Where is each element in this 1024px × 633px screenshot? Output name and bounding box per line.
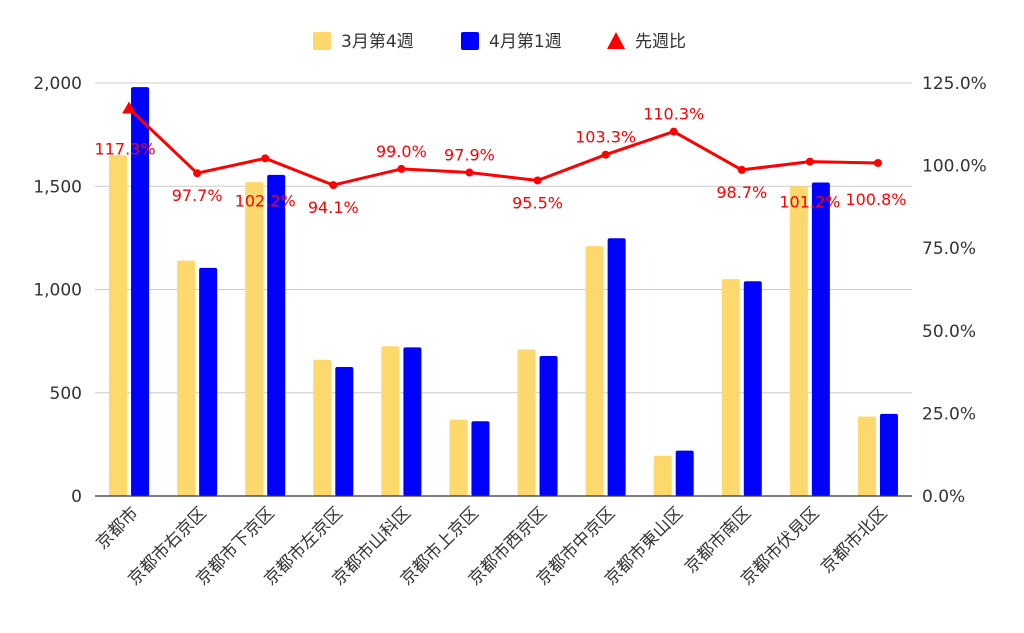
ratio-marker — [533, 176, 542, 185]
x-category-label: 京都市北区 — [817, 503, 891, 577]
ratio-marker — [122, 101, 137, 114]
legend-swatch — [607, 32, 625, 49]
x-category-label: 京都市 — [92, 503, 142, 553]
legend-item[interactable]: 4月第1週 — [461, 32, 562, 52]
ratio-marker — [193, 169, 202, 178]
ratio-data-label: 103.3% — [575, 128, 636, 147]
bar-4月第1週 — [199, 267, 218, 496]
legend-swatch — [313, 32, 331, 50]
bar-4月第1週 — [879, 413, 898, 496]
ratio-line — [122, 101, 882, 190]
y-left-tick-label: 500 — [50, 384, 82, 404]
y-right-tick-label: 100.0% — [922, 157, 987, 177]
legend-label: 先週比 — [635, 32, 686, 52]
legend[interactable]: 3月第4週 4月第1週 先週比 — [313, 32, 686, 52]
bar-4月第1週 — [335, 366, 354, 496]
ratio-marker — [329, 181, 338, 190]
ratio-data-label: 95.5% — [512, 193, 563, 212]
x-category-label: 京都市南区 — [681, 503, 755, 577]
ratio-data-label: 100.8% — [845, 190, 906, 209]
legend-swatch — [461, 32, 479, 50]
legend-label: 3月第4週 — [341, 32, 414, 52]
y-right-tick-label: 0.0% — [922, 487, 965, 507]
legend-item[interactable]: 3月第4週 — [313, 32, 414, 52]
bar-4月第1週 — [403, 347, 422, 496]
bar-3月第4週 — [721, 279, 740, 496]
bar-4月第1週 — [743, 281, 762, 496]
bar-4月第1週 — [267, 174, 286, 496]
y-right-tick-label: 125.0% — [922, 74, 987, 94]
ratio-data-label: 98.7% — [716, 183, 767, 202]
y-left-tick-label: 1,500 — [33, 177, 82, 197]
ratio-marker — [397, 164, 406, 173]
ratio-data-label: 117.3% — [95, 139, 156, 158]
y-right-tick-label: 50.0% — [922, 322, 976, 342]
ratio-data-label: 94.1% — [308, 198, 359, 217]
ratio-marker — [873, 158, 882, 167]
bar-3月第4週 — [245, 182, 264, 496]
ratio-data-label: 101.2% — [779, 193, 840, 212]
bar-4月第1週 — [607, 238, 626, 496]
data-labels: 117.3% 97.7% 102.2% 94.1% 99.0% 97.9% 95.5% 103… — [95, 105, 907, 218]
ratio-data-label: 110.3% — [643, 105, 704, 124]
ratio-marker — [465, 168, 474, 177]
bar-4月第1週 — [675, 450, 694, 496]
ratio-marker — [737, 165, 746, 174]
y-left-tick-label: 2,000 — [33, 74, 82, 94]
bar-3月第4週 — [381, 346, 400, 496]
bar-3月第4週 — [585, 246, 604, 496]
ratio-polyline — [128, 107, 878, 187]
bar-3月第4週 — [177, 260, 196, 496]
ratio-data-label: 97.9% — [444, 146, 495, 165]
ratio-data-label: 99.0% — [376, 142, 427, 161]
y-right-tick-label: 75.0% — [922, 239, 976, 259]
ratio-marker — [601, 150, 610, 159]
ratio-marker — [261, 154, 270, 163]
bar-4月第1週 — [539, 355, 558, 496]
bar-4月第1週 — [131, 87, 150, 496]
bar-3月第4週 — [517, 349, 536, 496]
bar-3月第4週 — [653, 455, 672, 496]
legend-item[interactable]: 先週比 — [607, 32, 686, 52]
y-right-tick-label: 25.0% — [922, 404, 976, 424]
ratio-data-label: 97.7% — [172, 186, 223, 205]
bar-4月第1週 — [471, 421, 490, 496]
y-left-tick-label: 0 — [71, 487, 82, 507]
bar-3月第4週 — [449, 419, 468, 496]
bar-4月第1週 — [811, 182, 830, 496]
axes: 0 500 1,000 1,500 2,000 0.0% 25.0% 50.0% 75.0% 10… — [33, 74, 987, 590]
ratio-marker — [669, 127, 678, 136]
bars — [109, 87, 898, 496]
y-left-tick-label: 1,000 — [33, 281, 82, 301]
bar-3月第4週 — [109, 155, 128, 496]
gridlines — [95, 82, 912, 394]
bar-3月第4週 — [789, 186, 808, 496]
ratio-data-label: 102.2% — [235, 191, 296, 210]
legend-label: 4月第1週 — [489, 32, 562, 52]
bar-3月第4週 — [313, 359, 332, 496]
ratio-marker — [805, 157, 814, 166]
bar-3月第4週 — [857, 416, 876, 496]
